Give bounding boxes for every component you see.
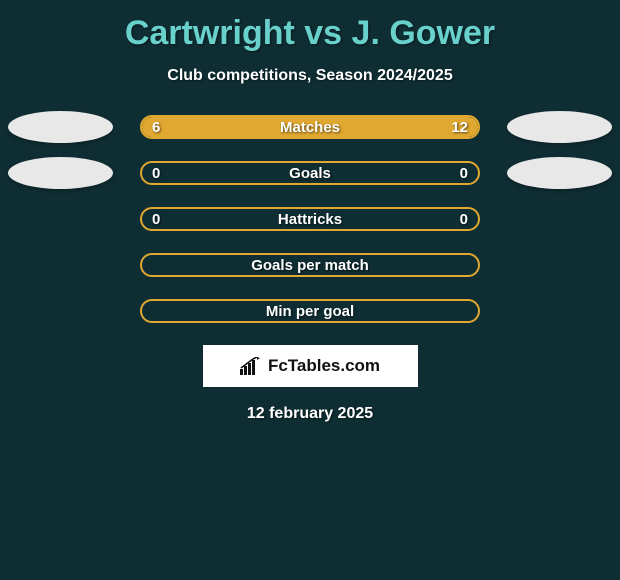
- stat-row: Min per goal: [0, 299, 620, 323]
- stat-row: 6 12 Matches: [0, 115, 620, 139]
- player-avatar-right: [507, 111, 612, 143]
- logo-text: FcTables.com: [268, 356, 380, 376]
- player-avatar-left: [8, 157, 113, 189]
- stat-label: Goals: [289, 165, 331, 182]
- stat-row: 0 0 Goals: [0, 161, 620, 185]
- chart-icon: [240, 357, 262, 375]
- stat-label: Hattricks: [278, 211, 342, 228]
- stat-value-right: 0: [460, 211, 468, 228]
- player-avatar-left: [8, 111, 113, 143]
- stat-bar: 6 12 Matches: [140, 115, 480, 139]
- player-avatar-right: [507, 157, 612, 189]
- stat-row: Goals per match: [0, 253, 620, 277]
- stat-value-left: 6: [152, 119, 160, 136]
- stat-value-left: 0: [152, 211, 160, 228]
- stat-bar: Goals per match: [140, 253, 480, 277]
- stat-bar: 0 0 Goals: [140, 161, 480, 185]
- stat-label: Matches: [280, 119, 340, 136]
- stat-row: 0 0 Hattricks: [0, 207, 620, 231]
- stat-value-left: 0: [152, 165, 160, 182]
- logo-box: FcTables.com: [203, 345, 418, 387]
- subtitle: Club competitions, Season 2024/2025: [0, 67, 620, 85]
- stats-area: 6 12 Matches 0 0 Goals 0 0 Hattricks Goals per ma…: [0, 115, 620, 323]
- page-title: Cartwright vs J. Gower: [0, 0, 620, 53]
- stat-label: Goals per match: [251, 257, 369, 274]
- stat-bar: 0 0 Hattricks: [140, 207, 480, 231]
- date-text: 12 february 2025: [0, 405, 620, 423]
- stat-bar: Min per goal: [140, 299, 480, 323]
- stat-value-right: 0: [460, 165, 468, 182]
- stat-value-right: 12: [451, 119, 468, 136]
- stat-label: Min per goal: [266, 303, 354, 320]
